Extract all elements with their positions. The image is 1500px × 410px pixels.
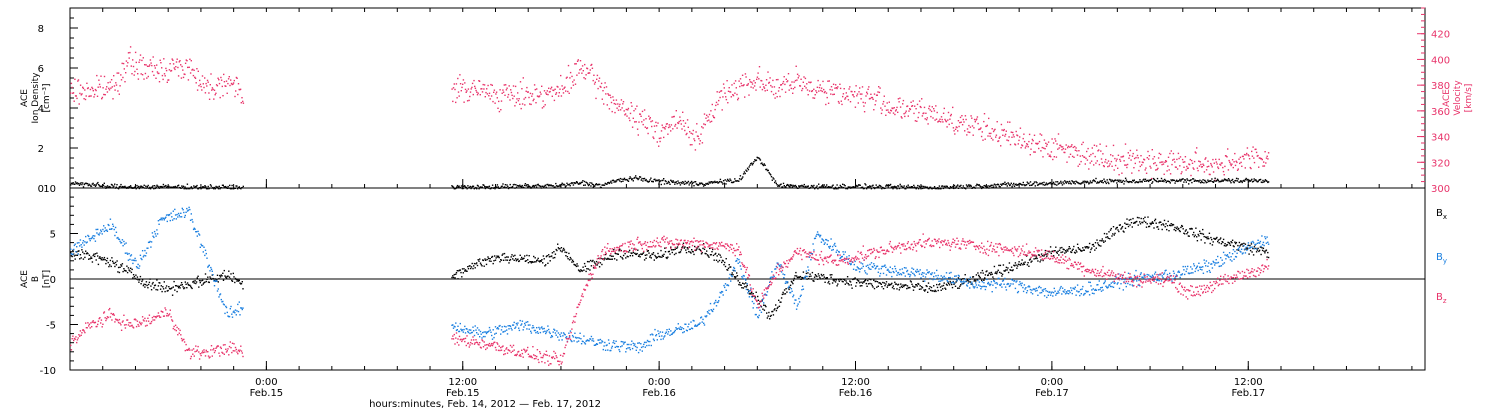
x-tick-date: Feb.17 bbox=[1035, 388, 1069, 399]
velocity-axis-label-line: ACE bbox=[1442, 89, 1452, 107]
velocity-tick-label: 380 bbox=[1431, 81, 1450, 92]
velocity-tick-label: 340 bbox=[1431, 133, 1450, 144]
x-tick-date: Feb.16 bbox=[839, 388, 873, 399]
b-axis-label-line: B bbox=[31, 276, 41, 282]
b-tick-label: 0 bbox=[50, 275, 56, 286]
x-tick-time: 12:00 bbox=[1234, 377, 1263, 388]
bx-series bbox=[70, 216, 1270, 320]
velocity-tick-label: 300 bbox=[1431, 184, 1450, 195]
density-tick-label: 2 bbox=[38, 144, 44, 155]
density-tick-label: 6 bbox=[38, 64, 44, 75]
b-tick-label: -5 bbox=[46, 321, 56, 332]
velocity-tick-label: 320 bbox=[1431, 158, 1450, 169]
velocity-axis-label-line: [km/s] bbox=[1464, 84, 1474, 113]
b-tick-label: 5 bbox=[50, 230, 56, 241]
x-tick-date: Feb.15 bbox=[250, 388, 284, 399]
b-axis-label: ACE B [nT] bbox=[20, 270, 52, 288]
b-tick-label: -10 bbox=[40, 366, 56, 377]
density-axis-label-line: ACE bbox=[20, 89, 30, 107]
density-tick-label: 8 bbox=[38, 24, 44, 35]
legend-bz: Bz bbox=[1436, 292, 1447, 305]
density-tick-label: 0 bbox=[38, 184, 44, 195]
b-tick-label: 10 bbox=[43, 184, 56, 195]
velocity-series bbox=[70, 46, 1270, 181]
velocity-axis-label: ACE Velocity [km/s] bbox=[1442, 80, 1474, 116]
velocity-tick-label: 400 bbox=[1431, 55, 1450, 66]
time-axis: 0:00Feb.1512:00Feb.150:00Feb.1612:00Feb.… bbox=[69, 8, 1413, 399]
density-axis-label: ACE Ion Density [cm⁻³] bbox=[20, 72, 52, 124]
velocity-tick-label: 420 bbox=[1431, 30, 1450, 41]
density-tick-label: 4 bbox=[38, 104, 44, 115]
x-tick-time: 12:00 bbox=[448, 377, 477, 388]
x-tick-time: 0:00 bbox=[648, 377, 670, 388]
legend-by: By bbox=[1436, 252, 1447, 265]
x-tick-date: Feb.17 bbox=[1231, 388, 1265, 399]
b-axis-label-line: [nT] bbox=[42, 270, 52, 288]
velocity-axis-label-line: Velocity bbox=[1453, 80, 1463, 116]
top-panel-frame bbox=[69, 7, 1426, 189]
velocity-tick-label: 360 bbox=[1431, 107, 1450, 118]
x-tick-time: 0:00 bbox=[255, 377, 277, 388]
b-axis-label-line: ACE bbox=[20, 270, 30, 288]
legend-bx: Bx bbox=[1436, 208, 1447, 221]
density-axis-label-line: [cm⁻³] bbox=[42, 83, 52, 112]
density-series bbox=[70, 156, 1270, 190]
x-tick-date: Feb.15 bbox=[446, 388, 480, 399]
x-tick-time: 0:00 bbox=[1041, 377, 1063, 388]
magnetic-field-panel: -10 -5 0 5 10 ACE B [nT] Bx By Bz bbox=[20, 184, 1447, 377]
bz-series bbox=[70, 233, 1270, 366]
x-tick-time: 12:00 bbox=[841, 377, 870, 388]
x-axis-label: hours:minutes, Feb. 14, 2012 — Feb. 17, … bbox=[369, 399, 601, 410]
x-tick-date: Feb.16 bbox=[642, 388, 676, 399]
by-series bbox=[70, 206, 1270, 354]
density-axis-label-line: Ion Density bbox=[31, 72, 41, 124]
